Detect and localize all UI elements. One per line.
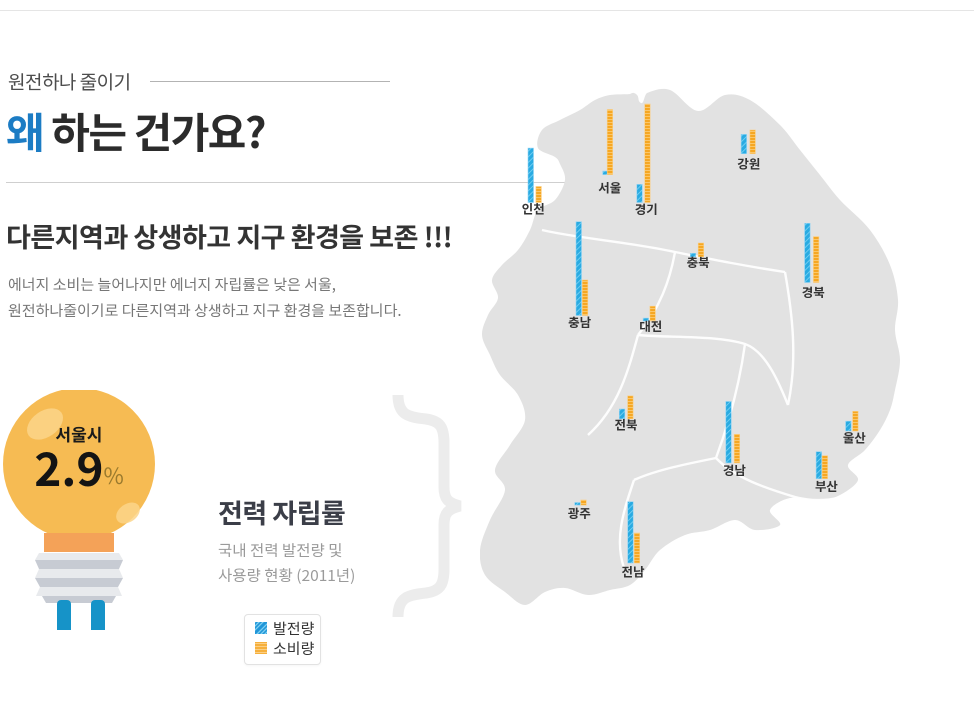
- svg-text:부산: 부산: [815, 476, 839, 495]
- svg-text:서울: 서울: [598, 178, 621, 197]
- svg-text:광주: 광주: [568, 503, 592, 522]
- svg-text:충북: 충북: [687, 252, 711, 271]
- svg-text:울산: 울산: [843, 427, 867, 446]
- svg-text:경남: 경남: [723, 460, 747, 479]
- svg-text:강원: 강원: [737, 154, 760, 173]
- svg-text:인천: 인천: [522, 199, 545, 218]
- svg-text:경기: 경기: [635, 199, 658, 218]
- svg-text:충남: 충남: [568, 312, 592, 331]
- svg-text:전북: 전북: [614, 415, 638, 434]
- svg-text:경북: 경북: [802, 282, 826, 301]
- svg-text:전남: 전남: [621, 562, 645, 581]
- svg-text:대전: 대전: [639, 316, 662, 335]
- svg-text:서울시: 서울시: [56, 421, 103, 446]
